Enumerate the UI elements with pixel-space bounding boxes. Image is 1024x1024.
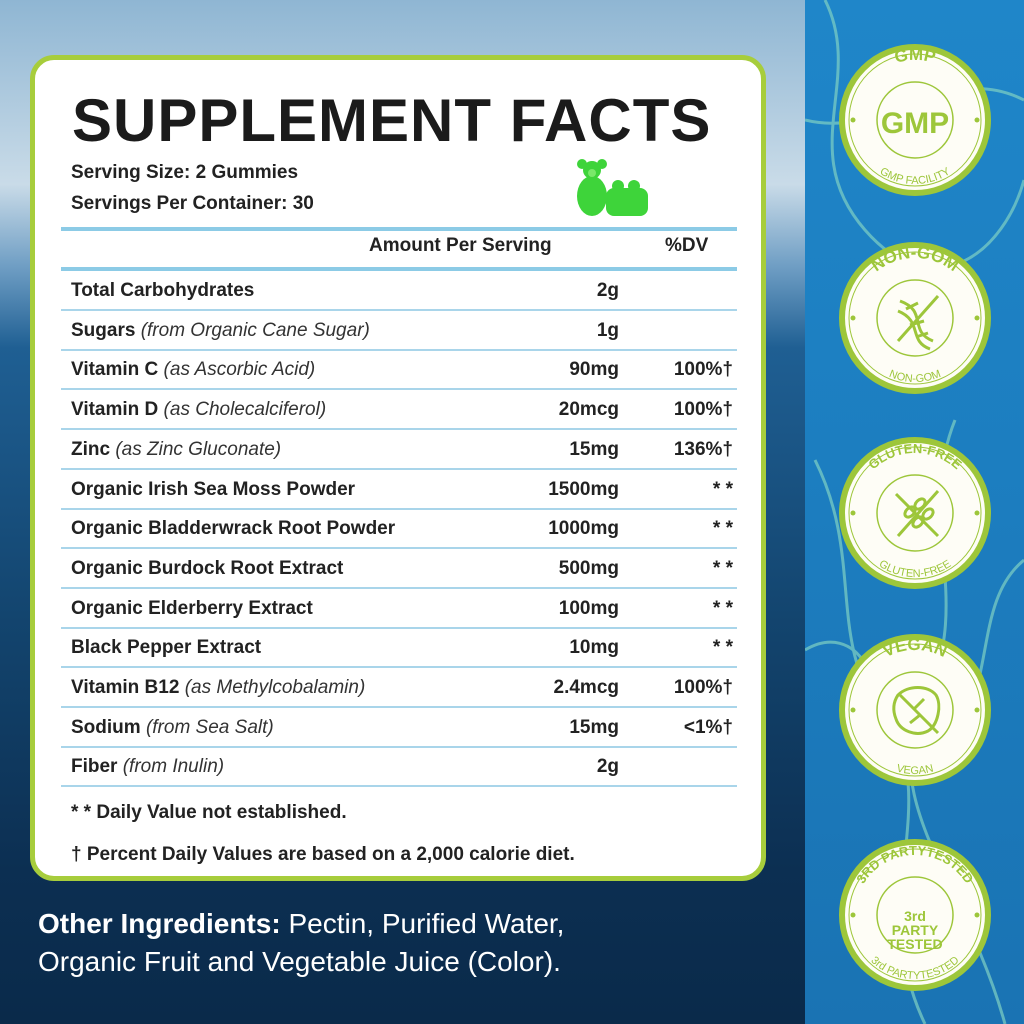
badge-center-text: PARTY xyxy=(892,922,939,938)
nutrient-name: Fiber (from Inulin) xyxy=(71,756,225,778)
table-row: Fiber (from Inulin) 2g xyxy=(61,747,737,788)
badge-vegan: VEGAN VEGAN xyxy=(838,633,992,787)
badge-center-text: TESTED xyxy=(887,936,942,952)
serving-size: Serving Size: 2 Gummies xyxy=(71,162,299,183)
leaf-icon xyxy=(892,686,941,735)
nutrient-name: Total Carbohydrates xyxy=(71,280,255,301)
nutrient-amount: 500mg xyxy=(558,557,619,579)
badge-top-text: GMP xyxy=(893,45,938,67)
badge-gluten-free: GLUTEN-FREE GLUTEN-FREE xyxy=(838,436,992,590)
nutrient-dv: * * xyxy=(712,478,733,500)
nutrient-dv: * * xyxy=(712,557,733,579)
table-row: Organic Irish Sea Moss Powder 1500mg * * xyxy=(61,470,737,510)
nutrient-dv: 100%† xyxy=(673,359,733,381)
nutrient-dv: 100%† xyxy=(673,677,733,698)
nutrient-dv: * * xyxy=(712,518,733,540)
badge-bottom-text: VEGAN xyxy=(895,762,934,777)
nutrient-name: Sugars (from Organic Cane Sugar) xyxy=(71,319,370,341)
badge-center-text: 3rd xyxy=(904,908,926,924)
nutrient-name: Organic Elderberry Extract xyxy=(71,597,313,619)
nutrient-name: Vitamin B12 (as Methylcobalamin) xyxy=(71,677,366,698)
nutrient-amount: 1500mg xyxy=(548,478,619,500)
table-row: Vitamin C (as Ascorbic Acid) 90mg 100%† xyxy=(61,350,737,391)
footnote-percent-dv: † Percent Daily Values are based on a 2,… xyxy=(71,844,575,865)
nutrient-amount: 1000mg xyxy=(548,518,619,540)
amount-per-serving-header: Amount Per Serving xyxy=(369,235,552,256)
supplement-facts-panel: SUPPLEMENT FACTS Serving Size: 2 Gummies… xyxy=(30,55,766,881)
gummy-bear-image xyxy=(577,159,648,216)
nutrient-name: Organic Burdock Root Extract xyxy=(71,557,344,579)
nutrient-amount: 100mg xyxy=(558,597,619,619)
table-row: Total Carbohydrates 2g xyxy=(61,271,737,311)
nutrient-dv: 100%† xyxy=(673,399,733,421)
nutrient-amount: 15mg xyxy=(569,716,619,738)
nutrient-name: Zinc (as Zinc Gluconate) xyxy=(71,438,282,460)
nutrient-name: Vitamin C (as Ascorbic Acid) xyxy=(71,359,316,381)
other-ingredients-line1: Pectin, Purified Water, xyxy=(280,908,565,939)
badge-center-text: GMP xyxy=(881,107,949,140)
dv-header: %DV xyxy=(665,235,709,256)
table-row: Black Pepper Extract 10mg * * xyxy=(61,628,737,669)
other-ingredients-line2: Organic Fruit and Vegetable Juice (Color… xyxy=(38,946,561,977)
wheat-crossed-icon xyxy=(894,490,940,538)
badge-gmp-facility: GMP GMP FACILITY GMP xyxy=(838,43,992,197)
table-row: Organic Burdock Root Extract 500mg * * xyxy=(61,549,737,589)
table-row: Sodium (from Sea Salt) 15mg <1%† xyxy=(61,708,737,748)
other-ingredients-label: Other Ingredients: xyxy=(38,908,281,939)
nutrient-amount: 2g xyxy=(596,756,619,778)
footnote-dv-not-established: * * Daily Value not established. xyxy=(71,802,347,823)
table-row: Organic Elderberry Extract 100mg * * xyxy=(61,589,737,629)
nutrient-dv: 136%† xyxy=(673,438,733,460)
table-row: Zinc (as Zinc Gluconate) 15mg 136%† xyxy=(61,430,737,470)
table-row: Vitamin B12 (as Methylcobalamin) 2.4mcg … xyxy=(61,668,737,708)
nutrient-amount: 2.4mcg xyxy=(553,677,619,698)
nutrient-name: Sodium (from Sea Salt) xyxy=(71,716,274,738)
table-row: Organic Bladderwrack Root Powder 1000mg … xyxy=(61,509,737,550)
badge-non-gom: NON-GOM NON-GOM xyxy=(838,241,992,395)
nutrient-dv: * * xyxy=(712,597,733,619)
badge-3rd-partytested: 3RD PARTYTESTED 3rd PARTYTESTED 3rd PARTY… xyxy=(838,838,992,992)
other-ingredients: Other Ingredients: Pectin, Purified Wate… xyxy=(38,905,564,981)
nutrient-name: Organic Bladderwrack Root Powder xyxy=(71,518,396,540)
nutrient-amount: 1g xyxy=(596,319,619,341)
nutrient-name: Black Pepper Extract xyxy=(71,637,262,659)
nutrient-amount: 90mg xyxy=(569,359,619,381)
divider xyxy=(61,227,737,231)
nutrient-amount: 10mg xyxy=(569,637,619,659)
nutrient-amount: 20mcg xyxy=(558,399,619,421)
table-row: Vitamin D (as Cholecalciferol) 20mcg 100… xyxy=(61,390,737,431)
servings-per-container: Servings Per Container: 30 xyxy=(71,193,314,214)
nutrient-name: Vitamin D (as Cholecalciferol) xyxy=(71,399,327,421)
table-row: Sugars (from Organic Cane Sugar) 1g xyxy=(61,311,737,351)
nutrient-amount: 15mg xyxy=(569,438,619,460)
nutrient-dv: <1%† xyxy=(683,716,733,738)
nutrient-amount: 2g xyxy=(596,280,619,301)
page-title: SUPPLEMENT FACTS xyxy=(72,87,712,154)
nutrient-dv: * * xyxy=(712,637,733,659)
badge-bottom-text: NON-GOM xyxy=(887,368,942,385)
dna-crossed-icon xyxy=(896,295,940,351)
divider xyxy=(61,267,737,271)
nutrient-name: Organic Irish Sea Moss Powder xyxy=(71,478,356,500)
